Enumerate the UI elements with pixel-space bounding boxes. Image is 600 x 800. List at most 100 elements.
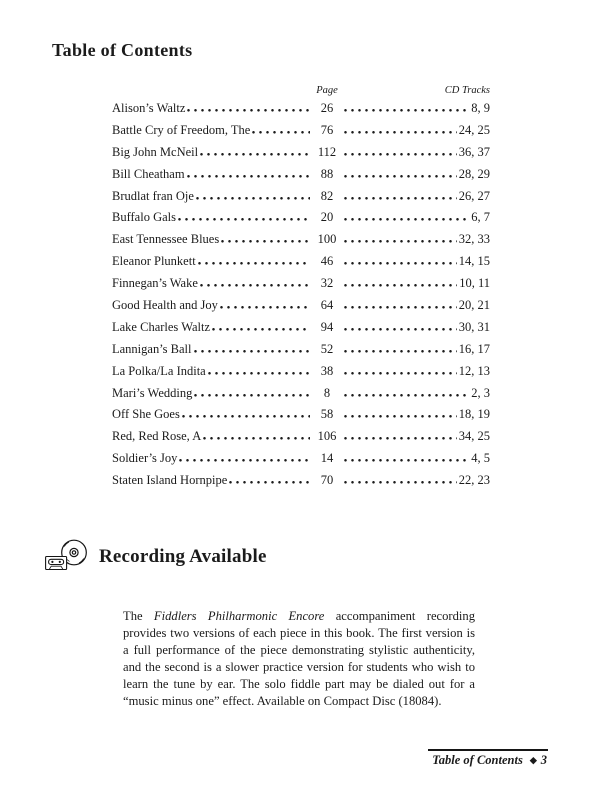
page-number: 82 [320, 188, 334, 203]
dot-leader [344, 166, 457, 178]
dot-leader [344, 341, 457, 353]
dot-leader [344, 144, 457, 156]
recording-available-section-heading: Recording Available [44, 538, 267, 575]
page-number: 106 [317, 429, 337, 444]
recording-paragraph: The Fiddlers Philharmonic Encore accompa… [123, 608, 475, 710]
page-number: 100 [317, 232, 337, 247]
dot-leader [344, 254, 457, 266]
toc-row: Buffalo Gals 20 6, 7 [112, 207, 490, 229]
toc-row: Red, Red Rose, A 106 34, 25 [112, 426, 490, 448]
toc-row: Mari’s Wedding 8 2, 3 [112, 383, 490, 405]
cd-tracks: 20, 21 [458, 298, 490, 313]
page-number: 70 [320, 473, 334, 488]
page-number: 52 [320, 341, 334, 356]
dot-leader [344, 429, 457, 441]
dot-leader [229, 473, 310, 485]
cd-tracks: 26, 27 [458, 188, 490, 203]
tune-title: Buffalo Gals [112, 210, 176, 225]
dot-leader [221, 232, 310, 244]
toc-row: Lake Charles Waltz 94 30, 31 [112, 317, 490, 339]
tune-title: Mari’s Wedding [112, 385, 193, 400]
dot-leader [344, 276, 458, 288]
dot-leader [219, 298, 310, 310]
cd-tracks: 36, 37 [458, 144, 490, 159]
toc-list: Alison’s Waltz 26 8, 9 Battle Cry of Fre… [112, 98, 490, 492]
dot-leader [178, 210, 310, 222]
dot-leader [200, 144, 310, 156]
page-number: 20 [320, 210, 334, 225]
toc-header-row: Page CD Tracks [112, 82, 490, 96]
dot-leader [344, 319, 457, 331]
tune-title: Off She Goes [112, 407, 180, 422]
tune-title: Finnegan’s Wake [112, 276, 198, 291]
cd-tracks: 34, 25 [458, 429, 490, 444]
tune-title: Lannigan’s Ball [112, 341, 192, 356]
cd-tracks: 32, 33 [458, 232, 490, 247]
dot-leader [194, 385, 310, 397]
page-number: 88 [320, 166, 334, 181]
toc-row: Battle Cry of Freedom, The 76 24, 25 [112, 120, 490, 142]
tune-title: Red, Red Rose, A [112, 429, 202, 444]
page-number: 46 [320, 254, 334, 269]
paragraph-text: The [123, 608, 154, 623]
tune-title: La Polka/La Indita [112, 363, 206, 378]
cd-tracks: 10, 11 [459, 276, 490, 291]
tune-title: Alison’s Waltz [112, 101, 186, 115]
toc-row: Alison’s Waltz 26 8, 9 [112, 98, 490, 120]
cd-tracks: 24, 25 [458, 122, 490, 137]
page-number: 38 [320, 363, 334, 378]
cd-tracks: 30, 31 [458, 319, 490, 334]
dot-leader [181, 407, 310, 419]
page-number: 26 [320, 101, 334, 115]
recording-available-heading: Recording Available [99, 545, 267, 567]
dot-leader [252, 122, 310, 134]
dot-leader [186, 166, 310, 178]
cd-tracks-column-header: CD Tracks [444, 85, 490, 96]
tune-title: Bill Cheatham [112, 166, 185, 181]
dot-leader [199, 276, 310, 288]
page-number: 14 [320, 451, 334, 466]
cd-tracks: 12, 13 [458, 363, 490, 378]
cd-tracks: 8, 9 [471, 101, 490, 115]
tune-title: Soldier’s Joy [112, 451, 178, 466]
dot-leader [344, 232, 457, 244]
toc-row: Off She Goes 58 18, 19 [112, 404, 490, 426]
page-title: Table of Contents [52, 40, 193, 60]
dot-leader [203, 429, 310, 441]
tune-title: Good Health and Joy [112, 298, 218, 313]
dot-leader [195, 188, 310, 200]
footer-page-number: 3 [540, 753, 547, 767]
toc-row: Soldier’s Joy 14 4, 5 [112, 448, 490, 470]
tune-title: Brudlat fran Oje [112, 188, 194, 203]
toc-row: La Polka/La Indita 38 12, 13 [112, 361, 490, 383]
page-number: 58 [320, 407, 334, 422]
dot-leader [344, 473, 457, 485]
toc-row: Big John McNeil 112 36, 37 [112, 142, 490, 164]
page-footer: Table of Contents ◆ 3 [428, 749, 548, 768]
dot-leader [207, 363, 310, 375]
dot-leader [197, 254, 310, 266]
cd-tracks: 6, 7 [471, 210, 490, 225]
cd-tracks: 28, 29 [458, 166, 490, 181]
dot-leader [344, 210, 470, 222]
dot-leader [344, 122, 457, 134]
tune-title: Eleanor Plunkett [112, 254, 196, 269]
dot-leader [344, 451, 470, 463]
dot-leader [344, 298, 457, 310]
cd-tracks: 14, 15 [458, 254, 490, 269]
paragraph-text: accompaniment recording provides two ver… [123, 608, 476, 708]
cd-tracks: 18, 19 [458, 407, 490, 422]
dot-leader [187, 101, 310, 112]
toc-row: East Tennessee Blues 100 32, 33 [112, 229, 490, 251]
toc-row: Brudlat fran Oje 82 26, 27 [112, 186, 490, 208]
toc-row: Lannigan’s Ball 52 16, 17 [112, 339, 490, 361]
toc-row: Finnegan’s Wake 32 10, 11 [112, 273, 490, 295]
toc-row: Good Health and Joy 64 20, 21 [112, 295, 490, 317]
page-number: 8 [323, 385, 331, 400]
book-title-italic: Fiddlers Philharmonic Encore [153, 608, 325, 623]
dot-leader [344, 385, 470, 397]
tune-title: Staten Island Hornpipe [112, 473, 228, 488]
page-number: 112 [317, 144, 337, 159]
dot-leader [344, 101, 470, 112]
cd-cassette-icon [45, 539, 87, 571]
